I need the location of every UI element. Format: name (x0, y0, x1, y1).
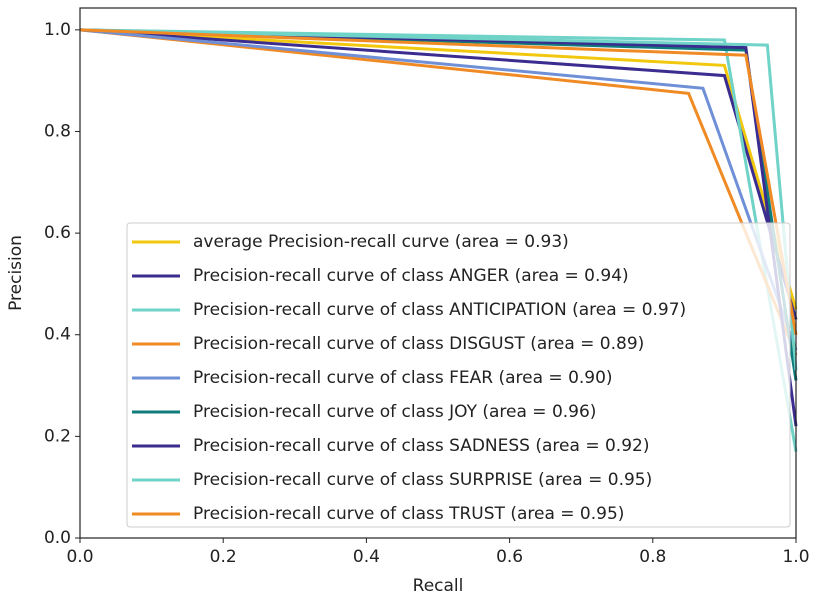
legend-label: Precision-recall curve of class FEAR (ar… (193, 368, 613, 388)
legend-label: Precision-recall curve of class JOY (are… (193, 402, 596, 422)
y-tick-label: 0.2 (44, 426, 71, 446)
legend-label: average Precision-recall curve (area = 0… (193, 232, 569, 252)
x-tick-label: 0.8 (639, 547, 666, 567)
y-tick-label: 0.8 (44, 121, 71, 141)
y-tick-label: 0.6 (44, 223, 71, 243)
legend-label: Precision-recall curve of class ANTICIPA… (193, 300, 686, 320)
x-tick-label: 1.0 (782, 547, 809, 567)
legend-label: Precision-recall curve of class TRUST (a… (193, 504, 624, 524)
y-tick-label: 0.0 (44, 528, 71, 548)
legend-label: Precision-recall curve of class SADNESS … (193, 436, 649, 456)
y-tick-label: 0.4 (44, 325, 71, 345)
y-tick-label: 1.0 (44, 20, 71, 40)
x-tick-label: 0.0 (66, 547, 93, 567)
x-tick-label: 0.2 (210, 547, 237, 567)
y-axis-label: Precision (6, 235, 26, 311)
plot-frame (79, 7, 797, 539)
legend-label: Precision-recall curve of class DISGUST … (193, 334, 644, 354)
x-axis-label: Recall (413, 576, 464, 596)
legend-label: Precision-recall curve of class ANGER (a… (193, 266, 629, 286)
x-tick-label: 0.6 (496, 547, 523, 567)
legend-label: Precision-recall curve of class SURPRISE… (193, 470, 652, 490)
x-tick-label: 0.4 (353, 547, 380, 567)
legend-box (126, 222, 791, 528)
